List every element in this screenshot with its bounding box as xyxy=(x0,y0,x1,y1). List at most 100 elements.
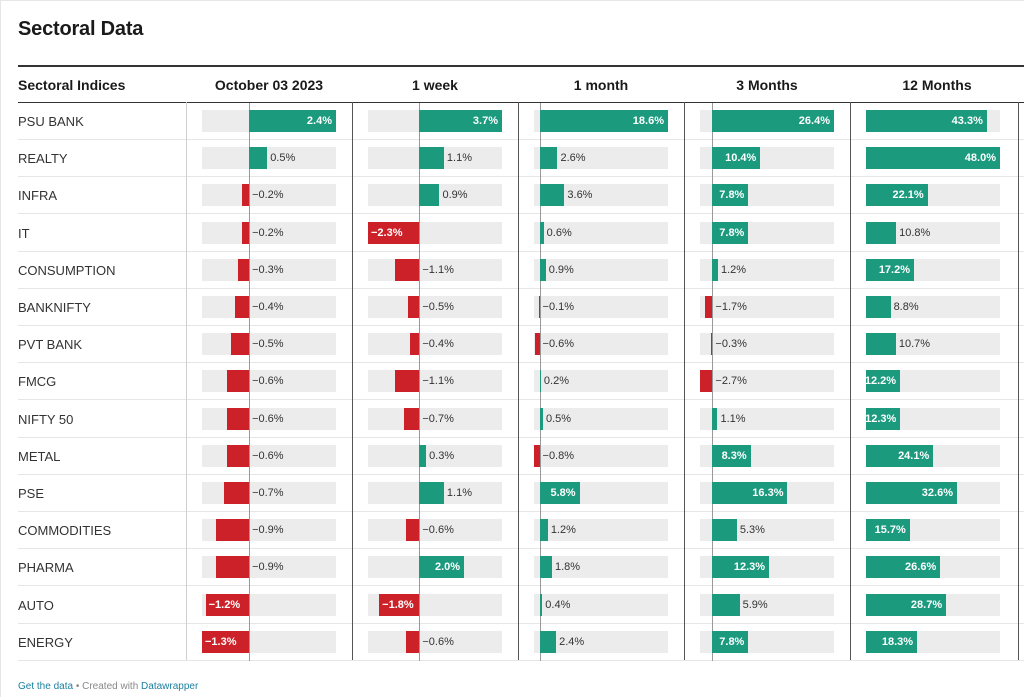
header-col-4: 3 Months xyxy=(736,77,798,93)
sector-name: INFRA xyxy=(18,188,57,204)
zero-axis xyxy=(419,586,420,624)
positive-bar xyxy=(539,556,552,579)
zero-axis xyxy=(419,289,420,327)
value-label: 32.6% xyxy=(921,487,953,499)
negative-bar xyxy=(410,333,420,356)
negative-bar xyxy=(223,482,250,504)
value-label: 7.8% xyxy=(719,635,745,648)
value-label: 2.4% xyxy=(306,115,332,127)
datawrapper-link[interactable]: Datawrapper xyxy=(141,681,199,692)
zero-axis xyxy=(249,326,250,364)
value-label: 0.3% xyxy=(429,449,455,462)
zero-axis xyxy=(419,363,420,401)
value-label: −0.7% xyxy=(252,487,284,499)
table-row: FMCG xyxy=(18,363,1024,401)
value-label: −1.1% xyxy=(422,375,454,388)
row-divider xyxy=(18,325,1024,326)
sector-name: REALTY xyxy=(18,151,68,167)
zero-axis xyxy=(419,623,420,661)
value-label: 8.3% xyxy=(721,449,747,462)
row-divider xyxy=(18,436,1024,438)
sector-name: ENERGY xyxy=(18,634,73,650)
negative-bar xyxy=(534,444,540,467)
value-label: 26.6% xyxy=(905,561,937,574)
negative-bar xyxy=(700,370,713,393)
bar-track xyxy=(534,444,668,467)
column-divider xyxy=(850,102,851,660)
negative-bar xyxy=(379,593,420,616)
value-label: 28.7% xyxy=(910,598,943,611)
positive-bar xyxy=(539,110,668,132)
sector-name: PSE xyxy=(18,486,45,501)
value-label: 43.3% xyxy=(951,115,983,127)
positive-bar xyxy=(539,221,544,244)
value-label: −0.9% xyxy=(252,524,284,537)
value-label: 5.8% xyxy=(550,487,576,499)
value-label: 24.1% xyxy=(898,449,930,462)
negative-bar xyxy=(535,333,540,356)
bar-track xyxy=(202,258,336,281)
positive-bar xyxy=(866,370,901,393)
bar-track xyxy=(534,147,668,170)
table-row: BANKNIFTY xyxy=(18,289,1024,326)
positive-bar xyxy=(539,482,580,504)
bar-track xyxy=(534,221,668,244)
zero-axis xyxy=(712,363,713,401)
value-label: −0.6% xyxy=(422,524,454,537)
value-label: 8.8% xyxy=(893,301,919,313)
zero-axis xyxy=(419,512,420,550)
value-label: 3.7% xyxy=(472,115,498,127)
negative-bar xyxy=(202,630,250,653)
table-row: NIFTY 50 xyxy=(18,401,1024,438)
row-divider xyxy=(18,585,1024,587)
positive-bar xyxy=(249,147,268,170)
bar-track xyxy=(534,630,668,653)
table-row: REALTY xyxy=(18,140,1024,178)
bar-track xyxy=(202,221,336,244)
positive-bar xyxy=(866,444,934,467)
table-row: AUTO xyxy=(18,587,1024,624)
value-label: −0.2% xyxy=(252,226,284,239)
negative-bar xyxy=(405,519,420,542)
zero-axis xyxy=(419,326,420,364)
positive-bar xyxy=(866,593,947,616)
get-data-link[interactable]: Get the data xyxy=(18,681,74,692)
bar-track xyxy=(534,556,668,579)
value-label: 1.1% xyxy=(446,152,472,165)
value-label: 12.3% xyxy=(733,561,766,574)
positive-bar xyxy=(866,221,897,244)
positive-bar xyxy=(866,630,918,653)
value-label: −0.3% xyxy=(715,338,747,351)
value-label: 10.4% xyxy=(725,152,757,165)
positive-bar xyxy=(866,333,896,356)
chart-title: Sectoral Data xyxy=(18,18,144,40)
value-label: −0.6% xyxy=(542,338,575,351)
positive-bar xyxy=(419,110,502,132)
negative-bar xyxy=(394,370,420,393)
zero-axis xyxy=(249,363,250,401)
column-divider xyxy=(684,102,685,660)
positive-bar xyxy=(866,147,1000,170)
value-label: 1.2% xyxy=(720,263,747,276)
zero-axis xyxy=(249,177,250,215)
positive-bar xyxy=(539,407,543,430)
value-label: −1.7% xyxy=(715,301,747,313)
bar-track xyxy=(534,258,668,281)
table-header-rule xyxy=(18,102,1024,103)
zero-axis xyxy=(419,400,420,438)
zero-axis xyxy=(540,437,541,475)
column-divider xyxy=(1018,102,1019,660)
positive-bar xyxy=(866,296,891,318)
bar-track xyxy=(534,519,668,542)
zero-axis xyxy=(249,586,250,624)
positive-bar xyxy=(539,258,546,281)
value-label: 15.7% xyxy=(874,524,906,537)
value-label: 0.2% xyxy=(543,375,569,388)
positive-bar xyxy=(539,593,543,616)
table-row: METAL xyxy=(18,438,1024,475)
row-divider xyxy=(18,250,1024,252)
negative-bar xyxy=(368,221,420,244)
value-label: 18.6% xyxy=(632,115,664,127)
zero-axis xyxy=(249,475,250,513)
positive-bar xyxy=(712,444,751,467)
